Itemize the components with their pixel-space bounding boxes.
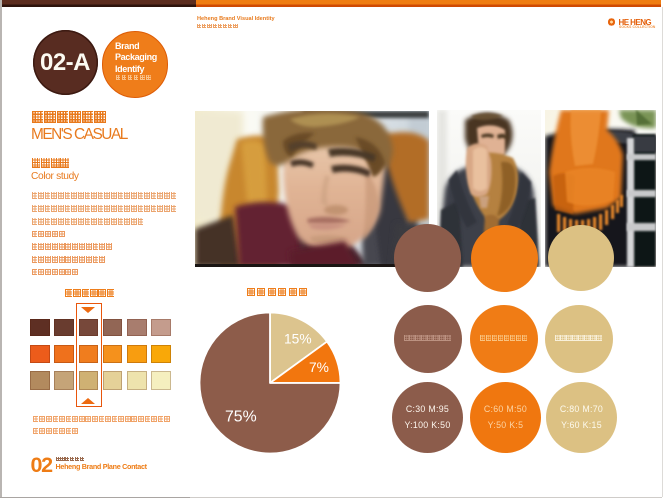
svg-text:7%: 7% [309, 360, 329, 375]
svg-text:15%: 15% [284, 332, 312, 347]
svg-text:75%: 75% [225, 409, 257, 426]
